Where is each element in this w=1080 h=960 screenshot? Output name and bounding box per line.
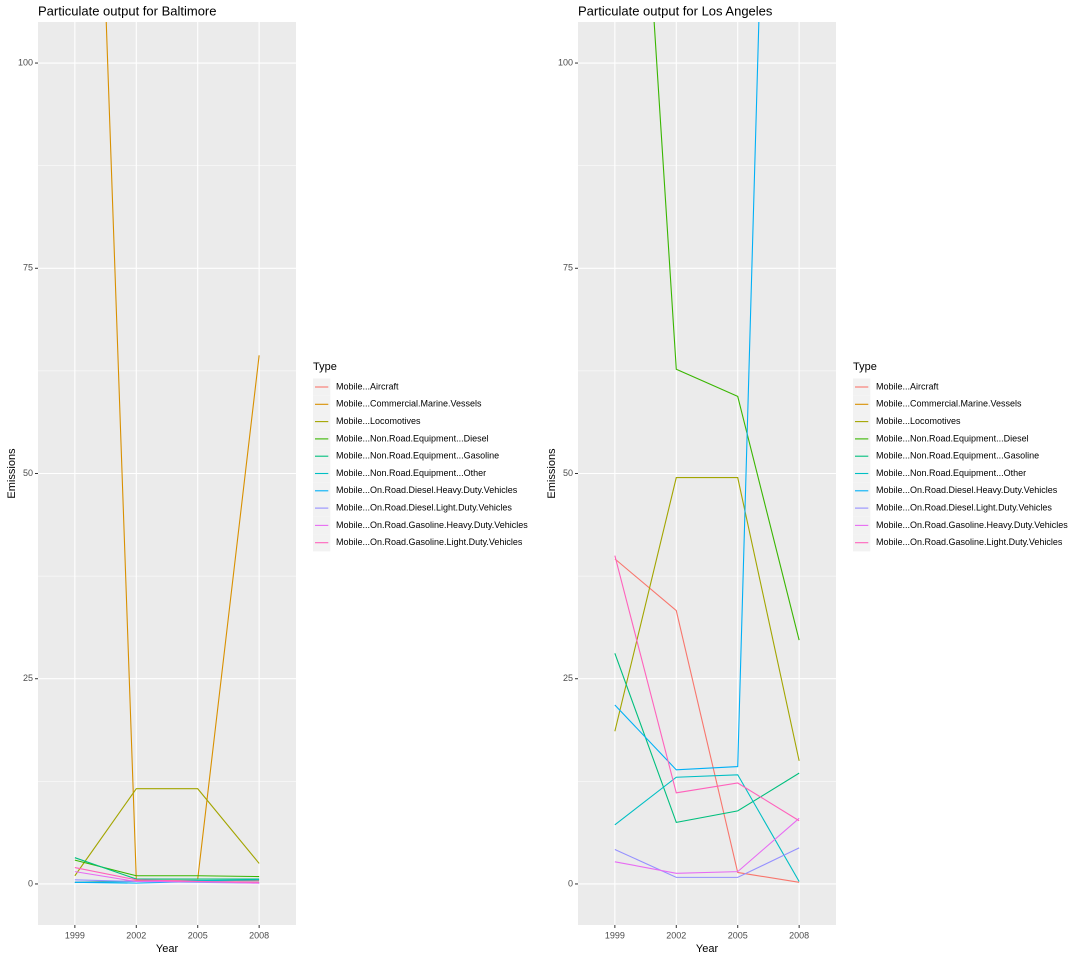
series-line <box>614 477 800 761</box>
x-tick-label: 2005 <box>188 930 208 940</box>
legend: Type Mobile...Aircraft Mobile...Commercial… <box>853 361 1068 552</box>
series-line <box>614 774 800 882</box>
series-line <box>614 555 800 822</box>
series-line <box>74 857 260 880</box>
legend-label: Mobile...Non.Road.Equipment...Diesel <box>336 433 489 443</box>
chart: 0 25 50 75 100 1999 2002 2005 2008 Particulate ou… <box>546 3 1068 955</box>
series-line <box>614 817 800 874</box>
legend-label: Mobile...Non.Road.Equipment...Other <box>336 468 486 478</box>
series-lines <box>614 22 800 883</box>
legend: Type Mobile...Aircraft Mobile...Commercial… <box>313 361 528 552</box>
y-tick-label: 0 <box>568 878 573 888</box>
y-tick-label: 50 <box>563 468 573 478</box>
y-axis-title: Emissions <box>6 448 18 499</box>
legend-label: Mobile...Non.Road.Equipment...Diesel <box>876 433 1029 443</box>
legend-label: Mobile...On.Road.Diesel.Light.Duty.Vehic… <box>876 502 1052 512</box>
chart-title: Particulate output for Los Angeles <box>578 3 773 18</box>
legend-label: Mobile...Non.Road.Equipment...Gasoline <box>336 451 499 461</box>
legend-label: Mobile...Commercial.Marine.Vessels <box>876 399 1022 409</box>
y-tick-label: 75 <box>23 263 33 273</box>
x-tick-label: 1999 <box>65 930 85 940</box>
series-line <box>74 788 260 877</box>
x-tick-label: 2002 <box>126 930 146 940</box>
legend-label: Mobile...On.Road.Gasoline.Heavy.Duty.Veh… <box>336 520 528 530</box>
x-tick-label: 1999 <box>605 930 625 940</box>
series-lines <box>74 22 260 884</box>
legend-label: Mobile...Non.Road.Equipment...Other <box>876 468 1026 478</box>
legend-label: Mobile...On.Road.Gasoline.Light.Duty.Veh… <box>336 537 523 547</box>
chart-title: Particulate output for Baltimore <box>38 3 216 18</box>
y-tick-label: 100 <box>18 57 33 67</box>
x-tick-label: 2005 <box>728 930 748 940</box>
x-tick-label: 2002 <box>666 930 686 940</box>
y-tick-label: 75 <box>563 263 573 273</box>
legend-label: Mobile...On.Road.Gasoline.Light.Duty.Veh… <box>876 537 1063 547</box>
series-line <box>653 22 800 641</box>
series-line <box>614 22 760 771</box>
y-tick-label: 25 <box>563 673 573 683</box>
series-line <box>614 847 800 878</box>
y-tick-label: 0 <box>28 878 33 888</box>
x-axis-title: Year <box>696 943 719 955</box>
legend-title: Type <box>313 361 337 373</box>
legend-label: Mobile...Commercial.Marine.Vessels <box>336 399 482 409</box>
series-line <box>74 866 260 883</box>
legend-label: Mobile...Aircraft <box>336 381 399 391</box>
legend-label: Mobile...Locomotives <box>336 416 421 426</box>
y-axis-title: Emissions <box>546 448 558 499</box>
y-tick-label: 25 <box>23 673 33 683</box>
chart: 0 25 50 75 100 1999 2002 2005 2008 Particulate ou… <box>6 3 528 955</box>
legend-label: Mobile...Locomotives <box>876 416 961 426</box>
x-tick-label: 2008 <box>789 930 809 940</box>
legend-title: Type <box>853 361 877 373</box>
legend-label: Mobile...Non.Road.Equipment...Gasoline <box>876 451 1039 461</box>
legend-label: Mobile...On.Road.Gasoline.Heavy.Duty.Veh… <box>876 520 1068 530</box>
y-tick-label: 50 <box>23 468 33 478</box>
legend-label: Mobile...On.Road.Diesel.Heavy.Duty.Vehic… <box>336 485 518 495</box>
legend-label: Mobile...On.Road.Diesel.Heavy.Duty.Vehic… <box>876 485 1058 495</box>
y-tick-label: 100 <box>558 57 573 67</box>
x-tick-label: 2008 <box>249 930 269 940</box>
series-line <box>614 558 800 883</box>
legend-label: Mobile...Aircraft <box>876 381 939 391</box>
legend-label: Mobile...On.Road.Diesel.Light.Duty.Vehic… <box>336 502 512 512</box>
x-axis-title: Year <box>156 943 179 955</box>
